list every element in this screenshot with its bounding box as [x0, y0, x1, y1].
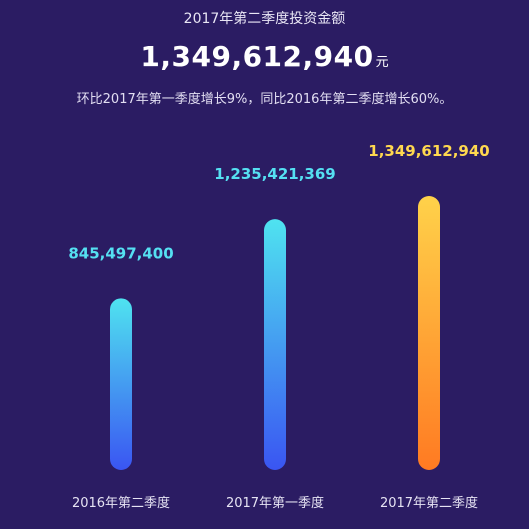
growth-summary: 环比2017年第一季度增长9%，同比2016年第二季度增长60%。 — [76, 92, 453, 107]
total-amount: 1,349,612,940 元 — [0, 40, 529, 73]
bar-3 — [418, 196, 440, 470]
category-label-1: 2016年第二季度 — [72, 495, 170, 511]
bar-value-label-2: 1,235,421,369 — [214, 165, 335, 183]
category-label-2: 2017年第一季度 — [226, 495, 324, 511]
bar-1 — [110, 298, 132, 470]
bar-value-label-1: 845,497,400 — [68, 244, 173, 262]
category-label-3: 2017年第二季度 — [380, 495, 478, 511]
bar-2 — [264, 219, 286, 470]
total-amount-value: 1,349,612,940 — [140, 40, 374, 73]
chart-title: 2017年第二季度投资金额 — [183, 11, 346, 27]
bar-value-label-3: 1,349,612,940 — [368, 142, 489, 160]
bars-group: 845,497,400 2016年第二季度 1,235,421,369 2017年第一… — [68, 142, 489, 511]
total-amount-unit: 元 — [375, 55, 389, 70]
